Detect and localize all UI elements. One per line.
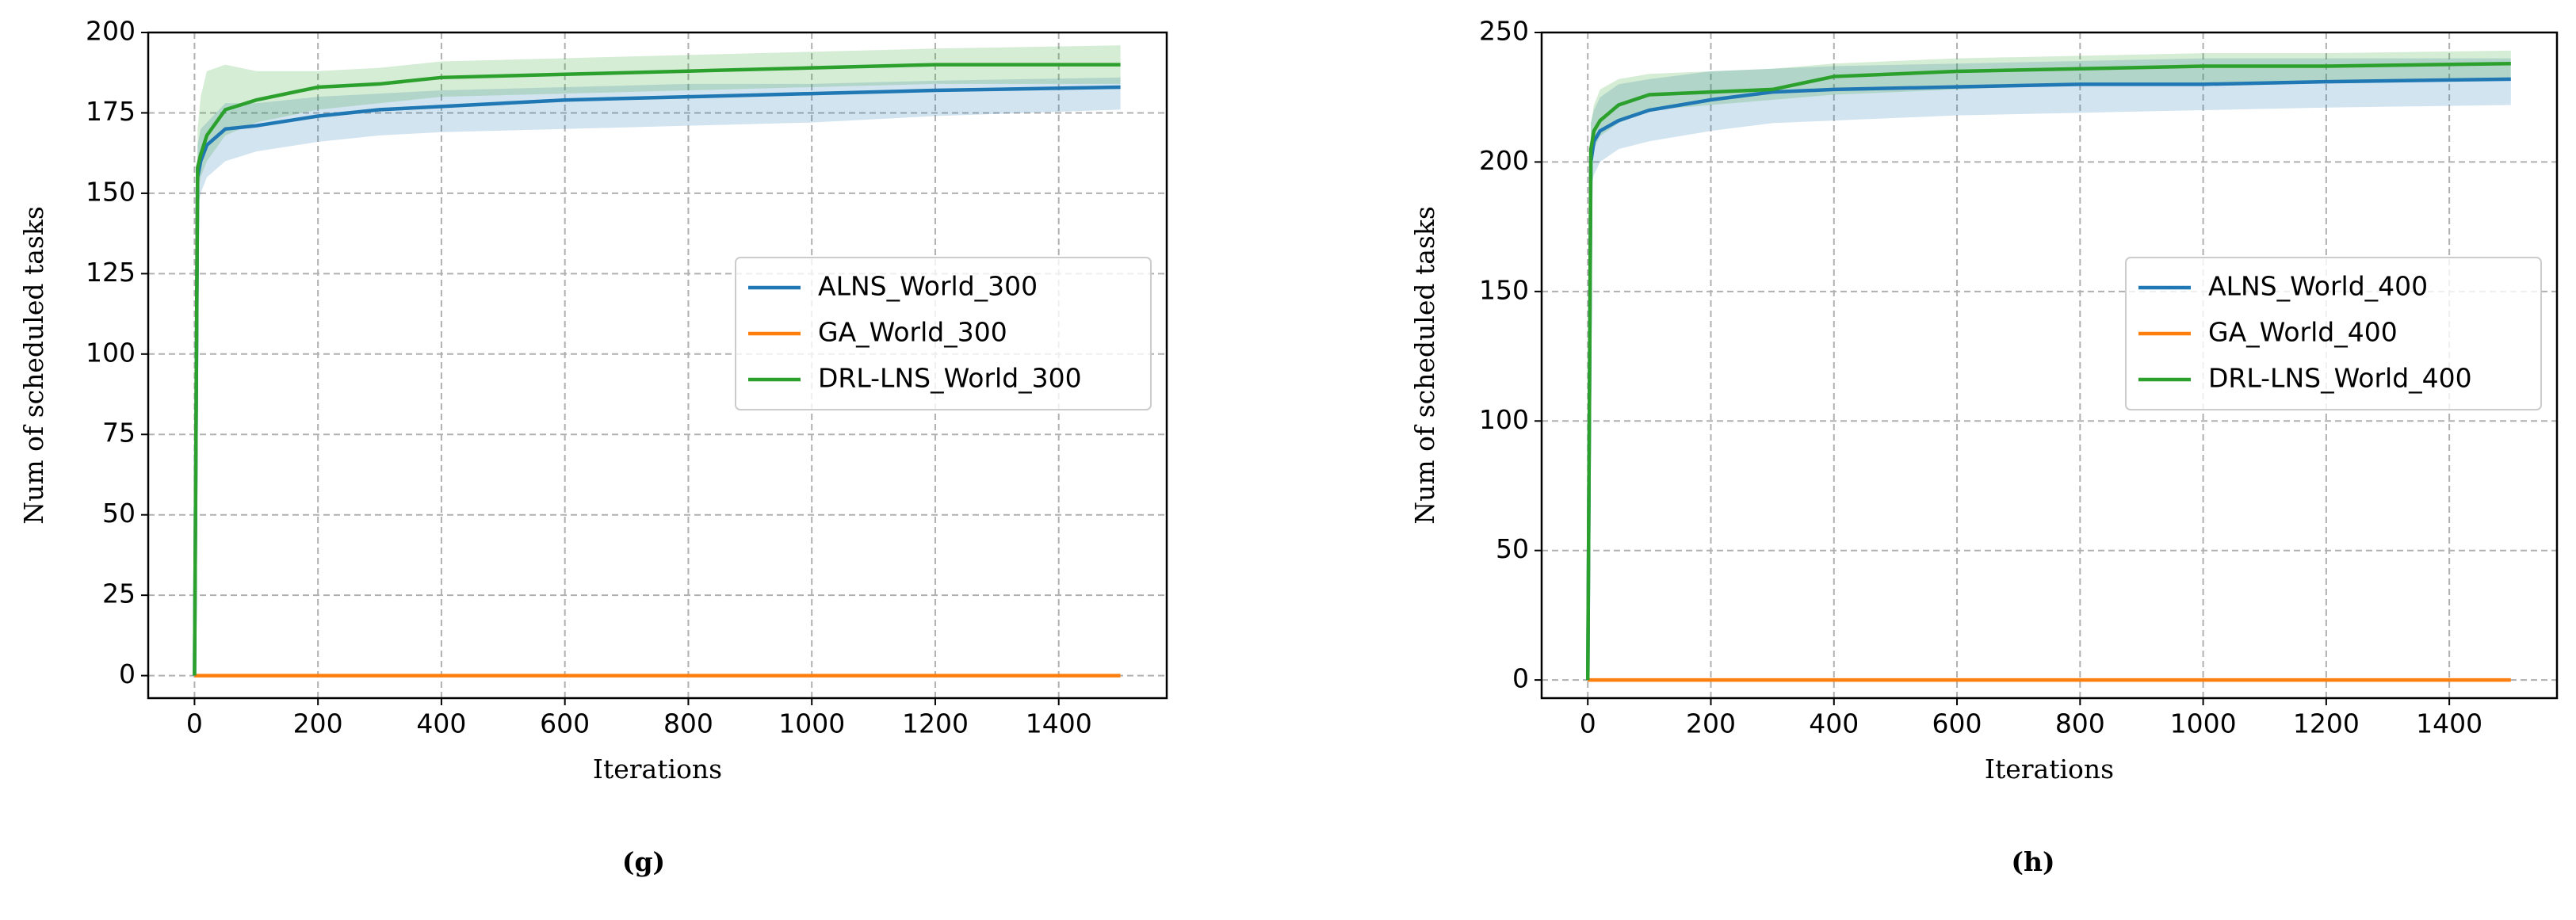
y-tick-label: 50 xyxy=(102,498,136,529)
y-tick-label: 75 xyxy=(102,418,136,449)
chart: 0 50 100 150 200 250 0 200 400 600 800 1000 1200 1400… xyxy=(1409,16,2559,877)
y-tick-label: 50 xyxy=(1496,533,1529,564)
x-tick-label: 200 xyxy=(1686,708,1736,739)
plot-frame xyxy=(147,31,1168,700)
x-tick-label: 1200 xyxy=(902,708,969,739)
legend-box xyxy=(2125,257,2542,410)
legend-box xyxy=(735,257,1152,410)
series-line xyxy=(1585,61,2511,681)
x-tick-label: 200 xyxy=(293,708,343,739)
confidence-band xyxy=(194,45,1121,676)
x-tick-label: 400 xyxy=(416,708,466,739)
y-tick-label: 200 xyxy=(86,16,136,47)
series-line xyxy=(193,63,1121,676)
confidence-band xyxy=(1588,58,2511,681)
legend-label: GA_World_300 xyxy=(818,317,1007,348)
x-tick-label: 1000 xyxy=(778,708,845,739)
legend-label: DRL-LNS_World_400 xyxy=(2208,363,2472,394)
confidence-band xyxy=(194,77,1121,676)
x-tick-label: 1400 xyxy=(1026,708,1092,739)
panel-label: (h) xyxy=(2011,846,2054,877)
y-tick-label: 100 xyxy=(86,337,136,368)
y-tick-label: 0 xyxy=(119,659,136,689)
x-axis-label: Iterations xyxy=(593,754,722,784)
x-tick-label: 0 xyxy=(186,708,203,739)
y-axis-label: Num of scheduled tasks xyxy=(18,206,49,525)
x-tick-label: 0 xyxy=(1580,708,1596,739)
y-tick-label: 250 xyxy=(1479,16,1529,47)
y-tick-label: 175 xyxy=(86,96,136,127)
y-tick-label: 125 xyxy=(86,257,136,288)
series-line xyxy=(1585,77,2511,681)
y-tick-label: 100 xyxy=(1479,404,1529,435)
x-tick-label: 800 xyxy=(2055,708,2105,739)
legend-label: ALNS_World_400 xyxy=(2208,271,2428,302)
x-tick-label: 1400 xyxy=(2416,708,2482,739)
y-axis-label: Num of scheduled tasks xyxy=(1409,206,1440,525)
y-tick-label: 150 xyxy=(86,176,136,207)
x-tick-label: 400 xyxy=(1809,708,1859,739)
legend-label: DRL-LNS_World_300 xyxy=(818,363,1082,394)
x-tick-label: 600 xyxy=(540,708,590,739)
legend-label: GA_World_400 xyxy=(2208,317,2398,348)
x-tick-label: 1000 xyxy=(2170,708,2237,739)
x-tick-label: 1200 xyxy=(2293,708,2360,739)
y-tick-label: 0 xyxy=(1512,663,1529,694)
panel-label: (g) xyxy=(622,846,665,877)
y-tick-label: 200 xyxy=(1479,145,1529,176)
legend-label: ALNS_World_300 xyxy=(818,271,1038,302)
chart: 0 25 50 75 100 125 150 175 200 0 200 400 600 800 1000 1… xyxy=(18,16,1168,877)
series-line xyxy=(193,85,1121,676)
plot-frame xyxy=(1540,31,2559,700)
x-tick-label: 800 xyxy=(663,708,713,739)
y-tick-label: 150 xyxy=(1479,274,1529,305)
x-axis-label: Iterations xyxy=(1985,754,2114,784)
y-tick-label: 25 xyxy=(102,578,136,609)
x-tick-label: 600 xyxy=(1932,708,1982,739)
